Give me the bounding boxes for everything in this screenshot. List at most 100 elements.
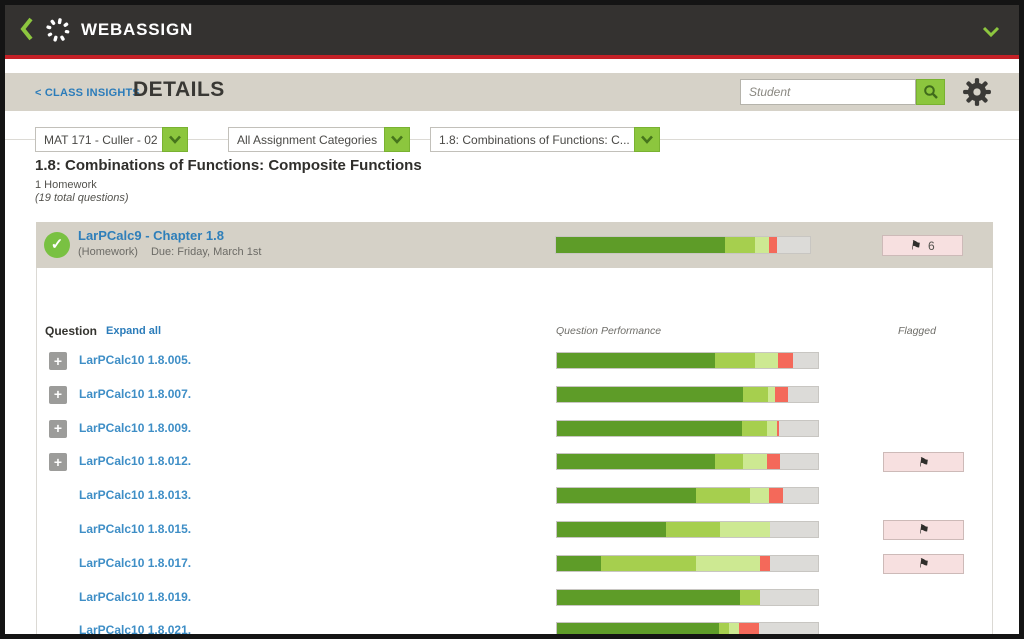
- question-link[interactable]: LarPCalc10 1.8.013.: [79, 488, 192, 503]
- bar-segment-2: [768, 386, 776, 402]
- bar-segment-3: [767, 454, 781, 470]
- expand-button[interactable]: +: [49, 385, 67, 404]
- back-button[interactable]: [19, 16, 34, 44]
- breadcrumb-class-insights[interactable]: < CLASS INSIGHTS: [35, 87, 140, 99]
- bar-segment-2: [743, 454, 768, 470]
- performance-bar: [556, 622, 819, 634]
- expand-button[interactable]: +: [49, 419, 67, 438]
- section-subtitle: 1 Homework: [35, 179, 97, 191]
- category-dropdown-value[interactable]: All Assignment Categories: [228, 127, 384, 152]
- bar-segment-1: [715, 454, 744, 470]
- question-link[interactable]: LarPCalc10 1.8.015.: [79, 521, 192, 536]
- assignment-type: (Homework): [78, 246, 138, 258]
- question-link[interactable]: LarPCalc10 1.8.017.: [79, 555, 192, 570]
- bar-segment-2: [696, 555, 761, 571]
- bar-segment-0: [557, 623, 720, 634]
- performance-bar: [556, 588, 819, 606]
- question-link[interactable]: LarPCalc10 1.8.009.: [79, 420, 192, 435]
- performance-bar: [556, 520, 819, 538]
- top-navigation-bar: WEBASSIGN: [5, 5, 1019, 55]
- question-link[interactable]: LarPCalc10 1.8.005.: [79, 353, 192, 367]
- settings-button[interactable]: [962, 77, 992, 107]
- bar-segment-0: [557, 521, 666, 537]
- chevron-down-icon: [982, 26, 1000, 38]
- expand-button[interactable]: +: [49, 453, 67, 472]
- bar-segment-2: [755, 237, 770, 253]
- plus-icon: +: [53, 386, 63, 403]
- chevron-down-icon: [391, 135, 403, 144]
- bar-segment-1: [743, 386, 769, 402]
- red-accent-stripe: [5, 55, 1019, 59]
- bar-segment-1: [719, 623, 730, 634]
- search-icon: [923, 85, 938, 99]
- bar-segment-3: [778, 353, 794, 368]
- bar-segment-0: [557, 555, 601, 571]
- header-band: < CLASS INSIGHTS DETAILS: [5, 73, 1019, 111]
- bar-segment-3: [760, 555, 770, 571]
- course-dropdown: MAT 171 - Culler - 02: [35, 127, 188, 152]
- assignment-name-link[interactable]: LarPCalc9 - Chapter 1.8: [78, 228, 224, 243]
- course-dropdown-button[interactable]: [162, 127, 188, 152]
- bar-segment-1: [742, 420, 767, 436]
- bar-segment-1: [739, 589, 760, 605]
- flag-icon: ⚑: [916, 555, 931, 573]
- plus-icon: +: [53, 453, 63, 470]
- bar-segment-3: [769, 488, 783, 504]
- course-dropdown-value[interactable]: MAT 171 - Culler - 02: [35, 127, 162, 152]
- table-row: + LarPCalc10 1.8.021. ⚑: [37, 614, 992, 634]
- table-row: + LarPCalc10 1.8.017. ⚑: [37, 547, 992, 581]
- performance-bar: [556, 453, 819, 471]
- bar-segment-3: [775, 386, 789, 402]
- bar-segment-1: [695, 488, 750, 504]
- performance-bar: [556, 419, 819, 437]
- question-link[interactable]: LarPCalc10 1.8.007.: [79, 386, 192, 401]
- bar-segment-0: [557, 353, 716, 368]
- bar-segment-3: [739, 623, 759, 634]
- bar-segment-3: [776, 420, 780, 436]
- bar-segment-2: [755, 353, 779, 368]
- assignment-dropdown-button[interactable]: [634, 127, 660, 152]
- category-dropdown-button[interactable]: [384, 127, 410, 152]
- bar-segment-0: [556, 237, 725, 253]
- question-link[interactable]: LarPCalc10 1.8.021.: [79, 623, 192, 634]
- assignment-dropdown: 1.8: Combinations of Functions: C...: [430, 127, 660, 152]
- account-menu-button[interactable]: [981, 26, 1001, 41]
- table-row: + LarPCalc10 1.8.019. ⚑: [37, 581, 992, 615]
- flag-button[interactable]: ⚑: [883, 553, 964, 574]
- performance-bar: [556, 554, 819, 572]
- assignment-flag-button[interactable]: ⚑ 6: [882, 235, 963, 256]
- flag-button[interactable]: ⚑: [883, 452, 964, 473]
- bar-segment-0: [557, 589, 740, 605]
- bar-segment-2: [729, 623, 740, 634]
- question-column-header: Question: [45, 324, 98, 338]
- page-title: DETAILS: [133, 78, 225, 101]
- section-title: 1.8: Combinations of Functions: Composit…: [35, 157, 422, 174]
- question-link[interactable]: LarPCalc10 1.8.019.: [79, 589, 192, 604]
- chevron-down-icon: [641, 135, 653, 144]
- expand-button[interactable]: +: [49, 352, 67, 370]
- bar-segment-0: [557, 454, 716, 470]
- bar-segment-1: [724, 237, 756, 253]
- assignment-meta: (Homework) Due: Friday, March 1st: [78, 246, 261, 258]
- assignment-card: ✓ LarPCalc9 - Chapter 1.8 (Homework) Due…: [36, 222, 993, 634]
- bar-segment-2: [766, 420, 777, 436]
- flag-icon: ⚑: [916, 521, 931, 539]
- table-row: + LarPCalc10 1.8.015. ⚑: [37, 513, 992, 547]
- plus-icon: +: [53, 352, 63, 369]
- section-note: (19 total questions): [35, 192, 129, 204]
- student-search-input[interactable]: [740, 79, 916, 105]
- search-button[interactable]: [916, 79, 945, 105]
- assignment-dropdown-value[interactable]: 1.8: Combinations of Functions: C...: [430, 127, 634, 152]
- table-row: + LarPCalc10 1.8.005. ⚑: [37, 344, 992, 378]
- bar-segment-0: [557, 420, 743, 436]
- bar-segment-1: [600, 555, 697, 571]
- flag-button[interactable]: ⚑: [883, 519, 964, 540]
- gear-icon: [963, 78, 991, 106]
- table-row: + LarPCalc10 1.8.007. ⚑: [37, 378, 992, 412]
- expand-all-link[interactable]: Expand all: [106, 325, 162, 337]
- bar-segment-2: [720, 521, 771, 537]
- assignment-due-date: Due: Friday, March 1st: [150, 246, 262, 258]
- bar-segment-3: [769, 237, 778, 253]
- bar-segment-0: [557, 386, 744, 402]
- question-link[interactable]: LarPCalc10 1.8.012.: [79, 454, 192, 469]
